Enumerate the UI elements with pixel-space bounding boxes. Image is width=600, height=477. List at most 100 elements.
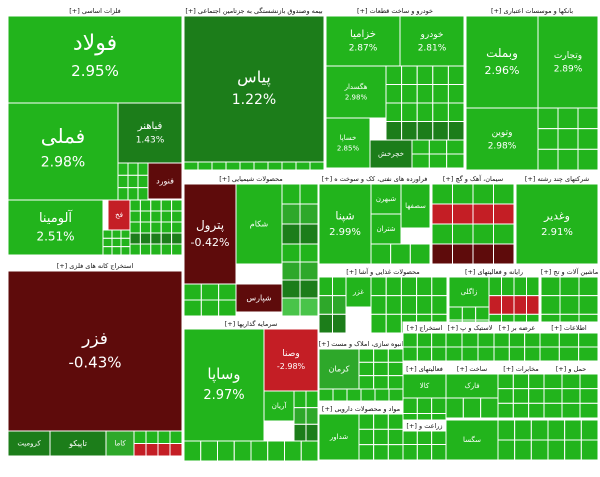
petro-small-cell-0[interactable]: [370, 243, 392, 265]
basic-metals-small2-cell-23[interactable]: [160, 243, 173, 256]
food-small2-cell-2[interactable]: [400, 276, 418, 297]
basic-metals-small2-cell-8[interactable]: [160, 210, 173, 223]
mining-small-cell-7[interactable]: [169, 443, 183, 457]
chem-small3-cell-7[interactable]: [299, 297, 319, 317]
auto-small2-cell-3[interactable]: [411, 153, 430, 169]
pharma-small-cell-0[interactable]: [358, 413, 375, 430]
offer-small-cell-2[interactable]: [524, 332, 541, 348]
zeraat-small2-cell-2[interactable]: [580, 419, 599, 441]
zeraat-small-cell-2[interactable]: [530, 419, 549, 441]
etf-small-cell-1[interactable]: [197, 161, 213, 171]
chem-small3-cell-6[interactable]: [281, 297, 301, 317]
extraction2-small-cell-4[interactable]: [416, 346, 433, 362]
it-small-cell-9[interactable]: [402, 444, 418, 461]
transport2-small-cell-4[interactable]: [561, 388, 581, 404]
mokhab-small-cell-8[interactable]: [528, 402, 545, 419]
basic-metals-small3-cell-6[interactable]: [102, 246, 113, 256]
basic-metals-small-cell-5[interactable]: [137, 174, 149, 189]
construction-small2-cell-0[interactable]: [318, 388, 334, 402]
sakht-small-cell-1[interactable]: [462, 397, 482, 419]
banks-small-cell-1[interactable]: [557, 107, 579, 130]
investment-small2-cell-6[interactable]: [284, 440, 302, 462]
offer-small-cell-3[interactable]: [493, 346, 510, 362]
pharma-small-cell-2[interactable]: [387, 413, 404, 430]
construction-small2-cell-2[interactable]: [346, 388, 362, 402]
machinery-small-cell-5[interactable]: [578, 295, 599, 315]
mining-small-cell-2[interactable]: [157, 430, 171, 444]
basic-metals-small2-cell-2[interactable]: [150, 199, 162, 212]
construction-small-cell-0[interactable]: [358, 348, 375, 363]
auto-small2-cell-2[interactable]: [446, 139, 465, 155]
basic-metals-small3-cell-1[interactable]: [111, 229, 122, 239]
it-small-cell-1[interactable]: [416, 397, 433, 414]
zeraat-small-cell-0[interactable]: [497, 419, 516, 441]
chem-small3-cell-0[interactable]: [281, 243, 301, 263]
auto-small-cell-14[interactable]: [447, 102, 465, 122]
etf-small-cell-2[interactable]: [211, 161, 227, 171]
zeraat-small2-cell-3[interactable]: [547, 439, 566, 461]
cement-small-cell-6[interactable]: [472, 203, 494, 225]
basic-metals-small-cell-6[interactable]: [117, 187, 129, 201]
basic-metals-small2-cell-12[interactable]: [150, 221, 162, 234]
investment-small-cell-1[interactable]: [305, 390, 319, 409]
auto-small-cell-13[interactable]: [432, 102, 449, 122]
auto-small-cell-19[interactable]: [447, 121, 465, 141]
cement-small-cell-3[interactable]: [493, 183, 515, 205]
cement-small-cell-7[interactable]: [493, 203, 515, 225]
tile-foolad[interactable]: [7, 15, 183, 104]
basic-metals-small3-cell-5[interactable]: [120, 237, 131, 248]
auto-small-cell-10[interactable]: [385, 102, 403, 122]
basic-metals-small2-cell-21[interactable]: [139, 243, 152, 256]
chem-small-cell-0[interactable]: [281, 183, 301, 205]
cement-small-cell-4[interactable]: [431, 203, 453, 225]
offer-small-cell-4[interactable]: [508, 346, 526, 362]
basic-metals-small2-cell-22[interactable]: [150, 243, 162, 256]
zeraat-small2-cell-0[interactable]: [547, 419, 566, 441]
tile-vetovin[interactable]: [465, 107, 539, 171]
tile-fanoord[interactable]: [147, 162, 183, 200]
basic-metals-small3-cell-2[interactable]: [120, 229, 131, 239]
chem-small-cell-4[interactable]: [281, 223, 301, 245]
auto-small-cell-9[interactable]: [447, 84, 465, 104]
auto-small-cell-5[interactable]: [385, 84, 403, 104]
tile-vesna[interactable]: [263, 328, 319, 392]
chem-small2-cell-0[interactable]: [183, 283, 202, 301]
cement-small-cell-9[interactable]: [452, 223, 474, 245]
construction-small2-cell-3[interactable]: [360, 388, 376, 402]
construction-small-cell-2[interactable]: [387, 348, 404, 363]
cement-small-cell-5[interactable]: [452, 203, 474, 225]
auto-small-cell-8[interactable]: [432, 84, 449, 104]
transport2-small-cell-8[interactable]: [579, 402, 599, 419]
it-small-cell-2[interactable]: [431, 397, 447, 414]
chem-small3-cell-2[interactable]: [281, 261, 301, 281]
auto-small-cell-15[interactable]: [385, 121, 403, 141]
etf-small-cell-0[interactable]: [183, 161, 199, 171]
extraction2-small-cell-5[interactable]: [431, 346, 447, 362]
tile-sasfahan[interactable]: [400, 183, 431, 229]
cement-small-cell-8[interactable]: [431, 223, 453, 245]
tile-khasapa[interactable]: [325, 117, 371, 169]
construction-small-cell-4[interactable]: [373, 361, 389, 377]
mokhab-small-cell-0[interactable]: [497, 373, 514, 390]
chem-small3-cell-4[interactable]: [281, 279, 301, 299]
tile-sagsa[interactable]: [445, 419, 499, 461]
zeraat-small-cell-1[interactable]: [514, 419, 532, 441]
construction-small2-cell-5[interactable]: [388, 388, 404, 402]
tile-fazar[interactable]: [7, 270, 183, 432]
mokhab-small-cell-1[interactable]: [512, 373, 530, 390]
construction-small-cell-1[interactable]: [373, 348, 389, 363]
construction-small-cell-7[interactable]: [373, 375, 389, 390]
mokhab-small-cell-3[interactable]: [497, 388, 514, 404]
food-small2-cell-5[interactable]: [370, 295, 387, 315]
info-small-cell-1[interactable]: [558, 332, 580, 348]
mining-small-cell-5[interactable]: [145, 443, 159, 457]
basic-metals-small2-cell-18[interactable]: [160, 232, 173, 245]
info-small-cell-5[interactable]: [578, 346, 599, 362]
sakht-small-cell-2[interactable]: [480, 397, 499, 419]
investment-small2-cell-4[interactable]: [250, 440, 269, 462]
banks-small-cell-6[interactable]: [537, 148, 559, 171]
food-small-cell-4[interactable]: [318, 313, 333, 334]
transport-small2-cell-2[interactable]: [475, 306, 490, 321]
mining-small-cell-1[interactable]: [145, 430, 159, 444]
basic-metals-small-cell-2[interactable]: [137, 162, 149, 176]
